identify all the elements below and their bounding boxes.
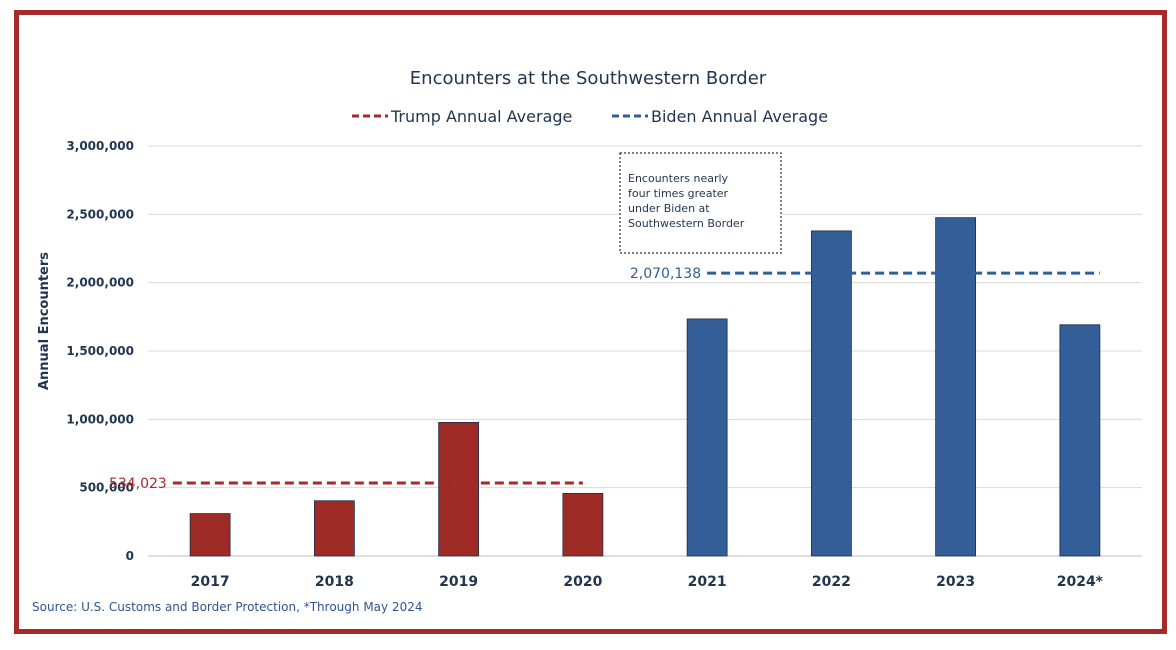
bar-2023 <box>935 217 977 557</box>
y-tick-label: 0 <box>126 549 134 563</box>
x-tick-label: 2018 <box>315 574 354 590</box>
y-tick-label: 500,000 <box>79 481 134 495</box>
annotation-text: Southwestern Border <box>628 217 745 230</box>
bar-2017 <box>189 513 231 557</box>
x-tick-label: 2019 <box>439 574 478 590</box>
bar-2022 <box>810 230 852 557</box>
y-tick-label: 1,000,000 <box>66 412 134 426</box>
chart-title: Encounters at the Southwestern Border <box>410 68 767 89</box>
x-tick-label: 2021 <box>688 574 727 590</box>
y-tick-label: 3,000,000 <box>66 139 134 153</box>
x-tick-label: 2024* <box>1057 574 1104 590</box>
y-tick-label: 1,500,000 <box>66 344 134 358</box>
annotation-text: under Biden at <box>628 202 710 215</box>
x-tick-label: 2022 <box>812 574 851 590</box>
x-tick-label: 2017 <box>191 574 230 590</box>
y-axis-label: Annual Encounters <box>37 252 52 390</box>
x-tick-label: 2023 <box>936 574 975 590</box>
bar-2019 <box>438 422 480 557</box>
average-value-label-biden: 2,070,138 <box>630 266 701 282</box>
source-note: Source: U.S. Customs and Border Protecti… <box>32 600 422 614</box>
bar-2018 <box>313 500 355 557</box>
bar-2021 <box>686 318 728 557</box>
bar-2024 <box>1059 324 1101 557</box>
y-tick-label: 2,000,000 <box>66 276 134 290</box>
average-value-label-trump: 534,023 <box>109 476 167 492</box>
x-tick-label: 2020 <box>563 574 602 590</box>
legend-label-biden: Biden Annual Average <box>651 107 828 126</box>
legend-label-trump: Trump Annual Average <box>390 107 572 126</box>
y-tick-label: 2,500,000 <box>66 207 134 221</box>
annotation-text: four times greater <box>628 187 729 200</box>
annotation-box <box>619 152 782 254</box>
bar-2020 <box>562 492 604 557</box>
annotation-text: Encounters nearly <box>628 172 729 185</box>
